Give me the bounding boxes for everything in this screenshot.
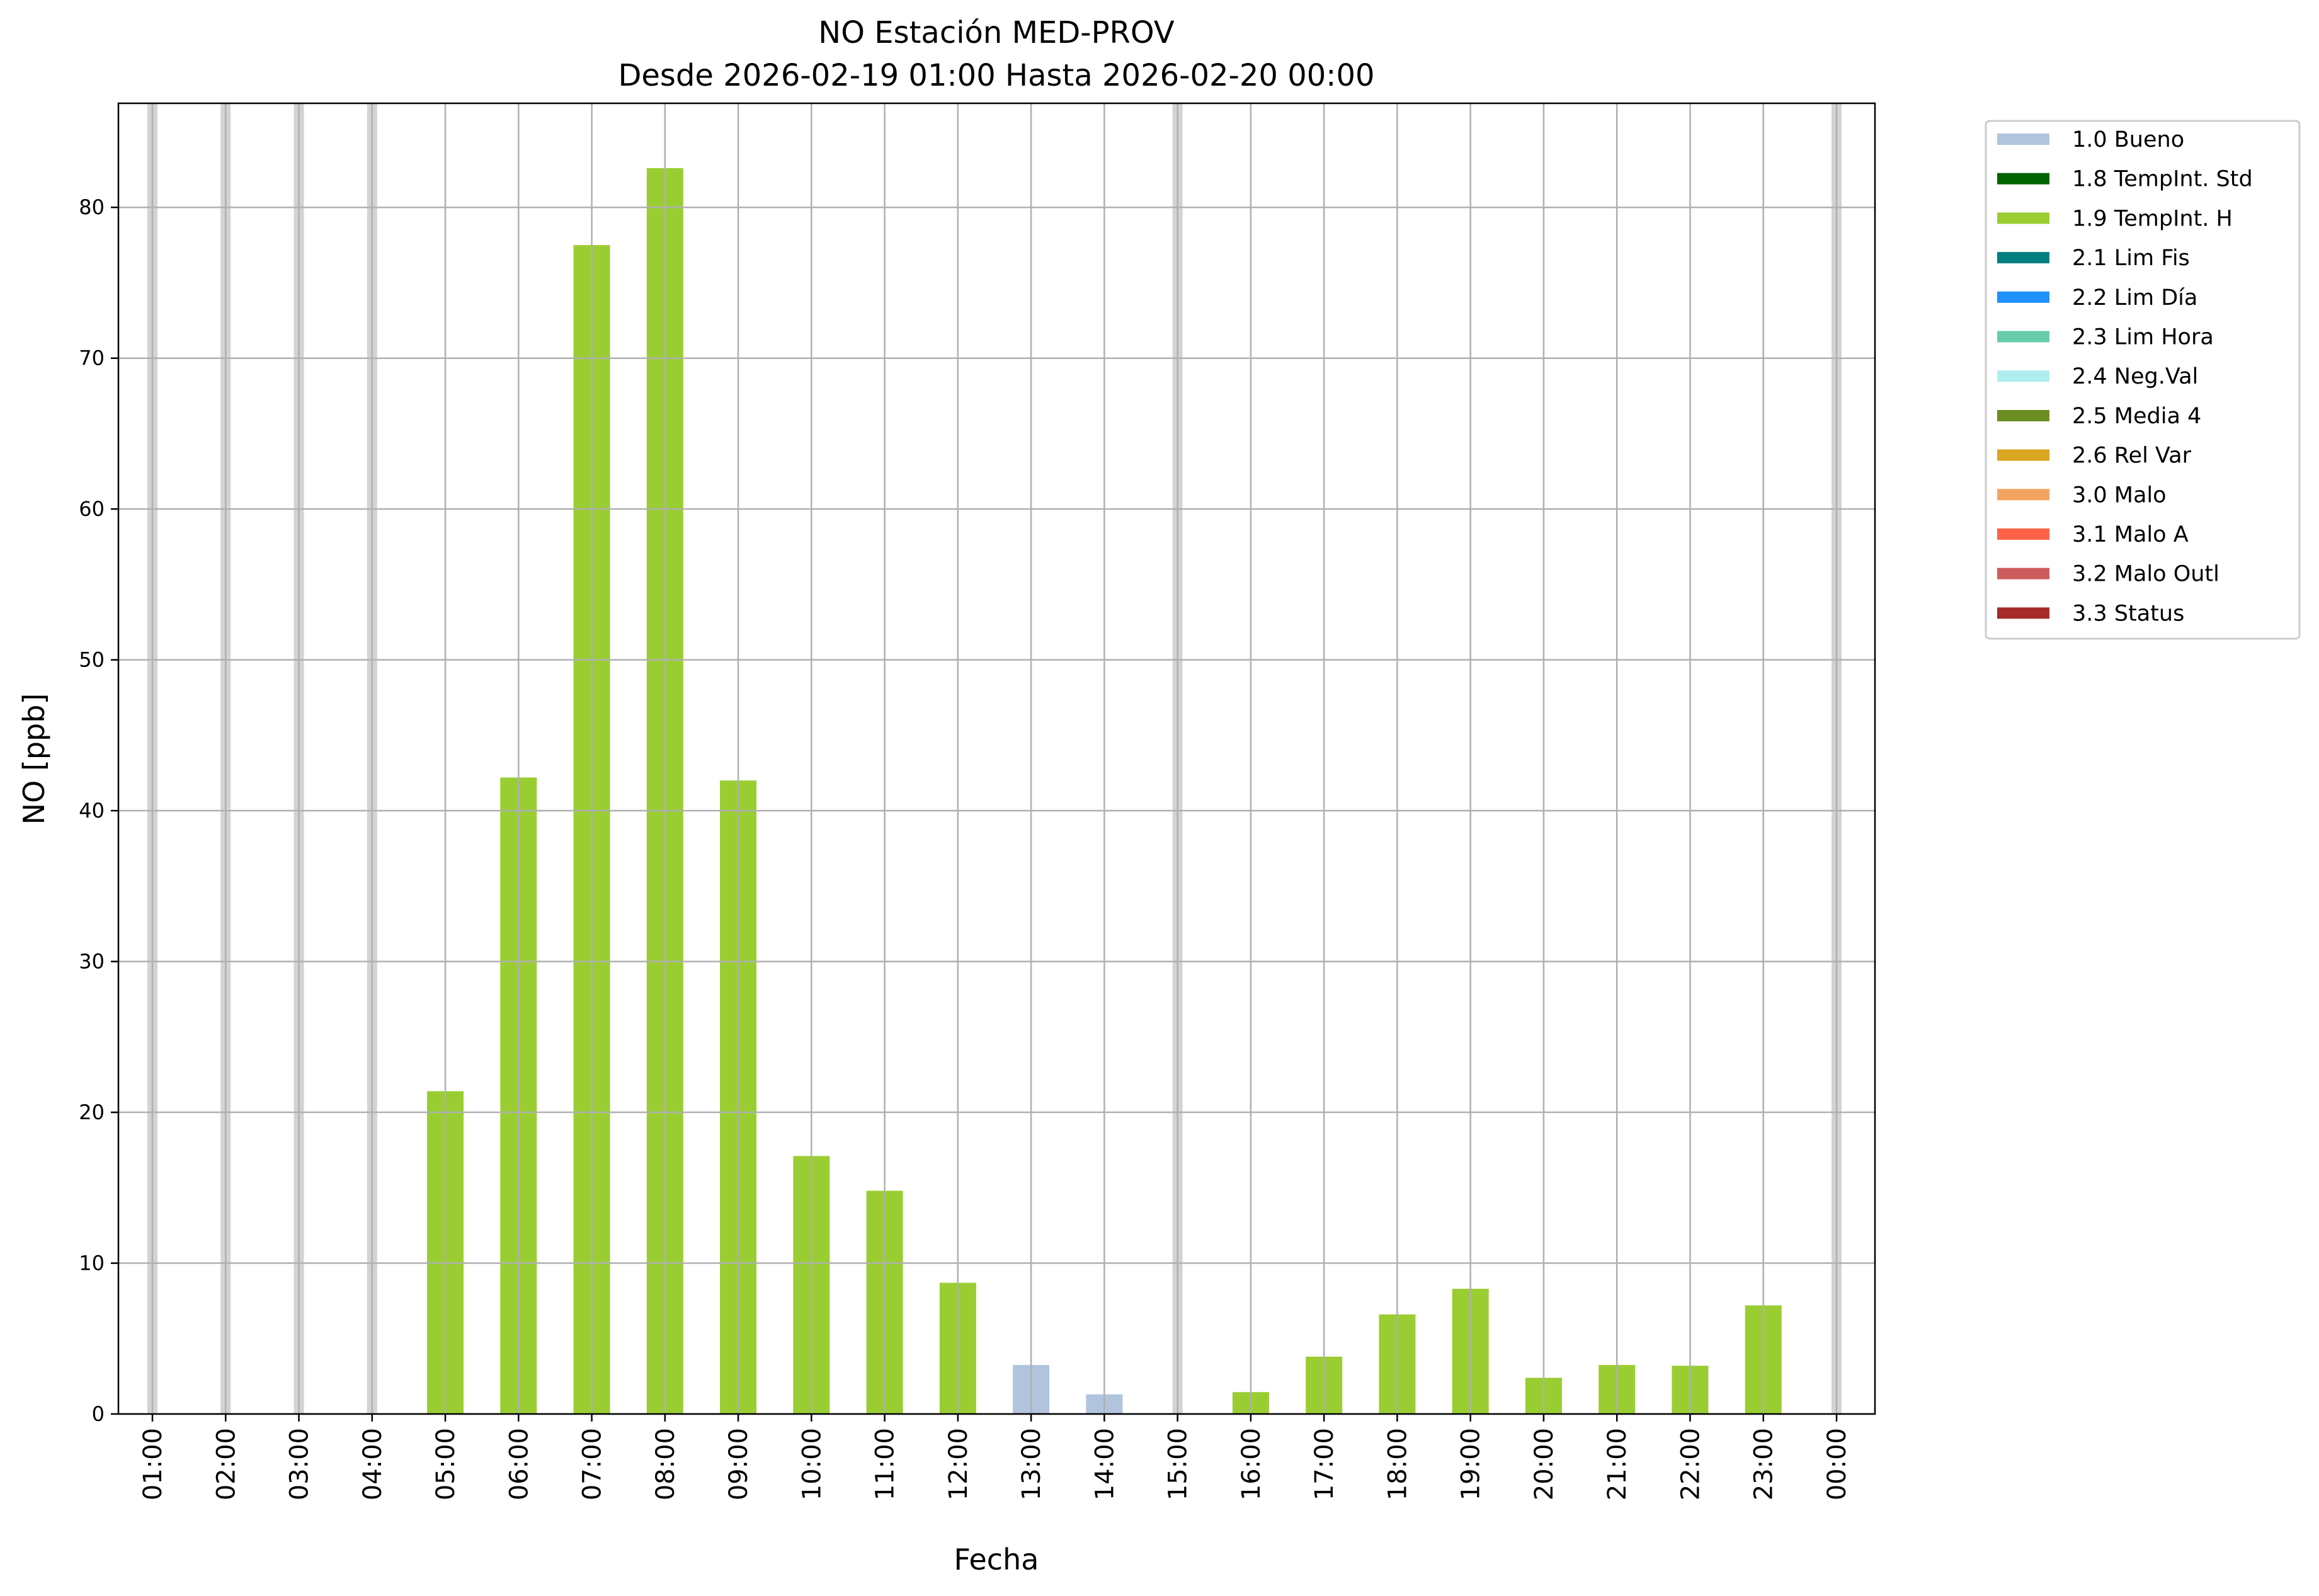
y-tick-label: 0 — [92, 1402, 105, 1426]
x-axis: 01:00 02:00 03:00 04:00 05:00 06:00 07:00 08:00… — [139, 1414, 1852, 1500]
x-tick-label: 12:00 — [944, 1428, 973, 1500]
x-tick-label: 20:00 — [1530, 1428, 1559, 1500]
legend-swatch — [1997, 173, 2049, 185]
x-axis-label: Fecha — [954, 1542, 1039, 1576]
legend-label: 2.3 Lim Hora — [2072, 325, 2214, 350]
y-tick-label: 60 — [79, 497, 105, 521]
legend-swatch — [1997, 331, 2049, 343]
x-tick-label: 09:00 — [724, 1428, 753, 1500]
legend-label: 3.3 Status — [2072, 601, 2184, 626]
x-tick-label: 22:00 — [1676, 1428, 1705, 1500]
legend-swatch — [1997, 252, 2049, 264]
y-tick-label: 40 — [79, 799, 105, 823]
x-tick-label: 11:00 — [871, 1428, 900, 1500]
legend-swatch — [1997, 291, 2049, 303]
legend-label: 2.6 Rel Var — [2072, 443, 2192, 469]
legend-label: 2.1 Lim Fis — [2072, 246, 2190, 271]
legend-swatch — [1997, 409, 2049, 421]
grid — [118, 103, 1875, 1415]
x-tick-label: 02:00 — [212, 1428, 241, 1500]
legend-swatch — [1997, 370, 2049, 382]
y-tick-label: 10 — [79, 1251, 105, 1275]
chart-title: NO Estación MED-PROV — [818, 15, 1175, 50]
x-tick-label: 21:00 — [1603, 1428, 1632, 1500]
x-tick-label: 06:00 — [504, 1428, 533, 1500]
chart-subtitle: Desde 2026-02-19 01:00 Hasta 2026-02-20 … — [618, 58, 1374, 93]
legend: 1.0 Bueno 1.8 TempInt. Std 1.9 TempInt. H 2… — [1985, 120, 2301, 640]
x-tick-label: 01:00 — [139, 1428, 168, 1500]
legend-label: 2.2 Lim Día — [2072, 285, 2197, 311]
x-tick-label: 13:00 — [1017, 1428, 1046, 1500]
x-tick-label: 10:00 — [797, 1428, 826, 1500]
legend-label: 3.2 Malo Outl — [2072, 562, 2219, 587]
plot-frame — [117, 102, 1876, 1415]
x-tick-label: 03:00 — [285, 1428, 314, 1500]
legend-swatch — [1997, 212, 2049, 224]
x-tick-label: 19:00 — [1457, 1428, 1486, 1500]
x-tick-label: 00:00 — [1823, 1428, 1852, 1500]
legend-swatch — [1997, 528, 2049, 540]
x-tick-label: 16:00 — [1237, 1428, 1266, 1500]
x-tick-label: 08:00 — [651, 1428, 680, 1500]
y-tick-label: 50 — [79, 648, 105, 672]
legend-swatch — [1997, 134, 2049, 145]
legend-swatch — [1997, 607, 2049, 619]
y-tick-label: 30 — [79, 950, 105, 974]
legend-swatch — [1997, 489, 2049, 501]
legend-label: 1.8 TempInt. Std — [2072, 167, 2253, 192]
x-tick-label: 23:00 — [1750, 1428, 1779, 1500]
x-tick-label: 04:00 — [358, 1428, 387, 1500]
legend-label: 2.4 Neg.Val — [2072, 364, 2198, 389]
x-tick-label: 05:00 — [431, 1428, 460, 1500]
legend-frame — [1985, 120, 2301, 640]
legend-label: 1.9 TempInt. H — [2072, 206, 2233, 231]
legend-swatch — [1997, 449, 2049, 461]
legend-label: 3.1 Malo A — [2072, 522, 2189, 547]
x-tick-label: 18:00 — [1383, 1428, 1412, 1500]
y-tick-label: 70 — [79, 346, 105, 370]
x-tick-label: 15:00 — [1164, 1428, 1193, 1500]
y-tick-label: 80 — [79, 195, 105, 219]
legend-swatch — [1997, 567, 2049, 579]
missing-markers — [147, 103, 1842, 1414]
x-tick-label: 14:00 — [1090, 1428, 1119, 1500]
y-axis: 0 10 20 30 40 50 60 70 80 — [79, 195, 118, 1426]
y-tick-label: 20 — [79, 1100, 105, 1124]
x-tick-label: 17:00 — [1310, 1428, 1339, 1500]
x-tick-label: 07:00 — [578, 1428, 607, 1500]
legend-label: 1.0 Bueno — [2072, 127, 2184, 152]
y-axis-label: NO [ppb] — [17, 693, 51, 825]
legend-label: 2.5 Media 4 — [2072, 404, 2201, 429]
legend-label: 3.0 Malo — [2072, 482, 2167, 508]
